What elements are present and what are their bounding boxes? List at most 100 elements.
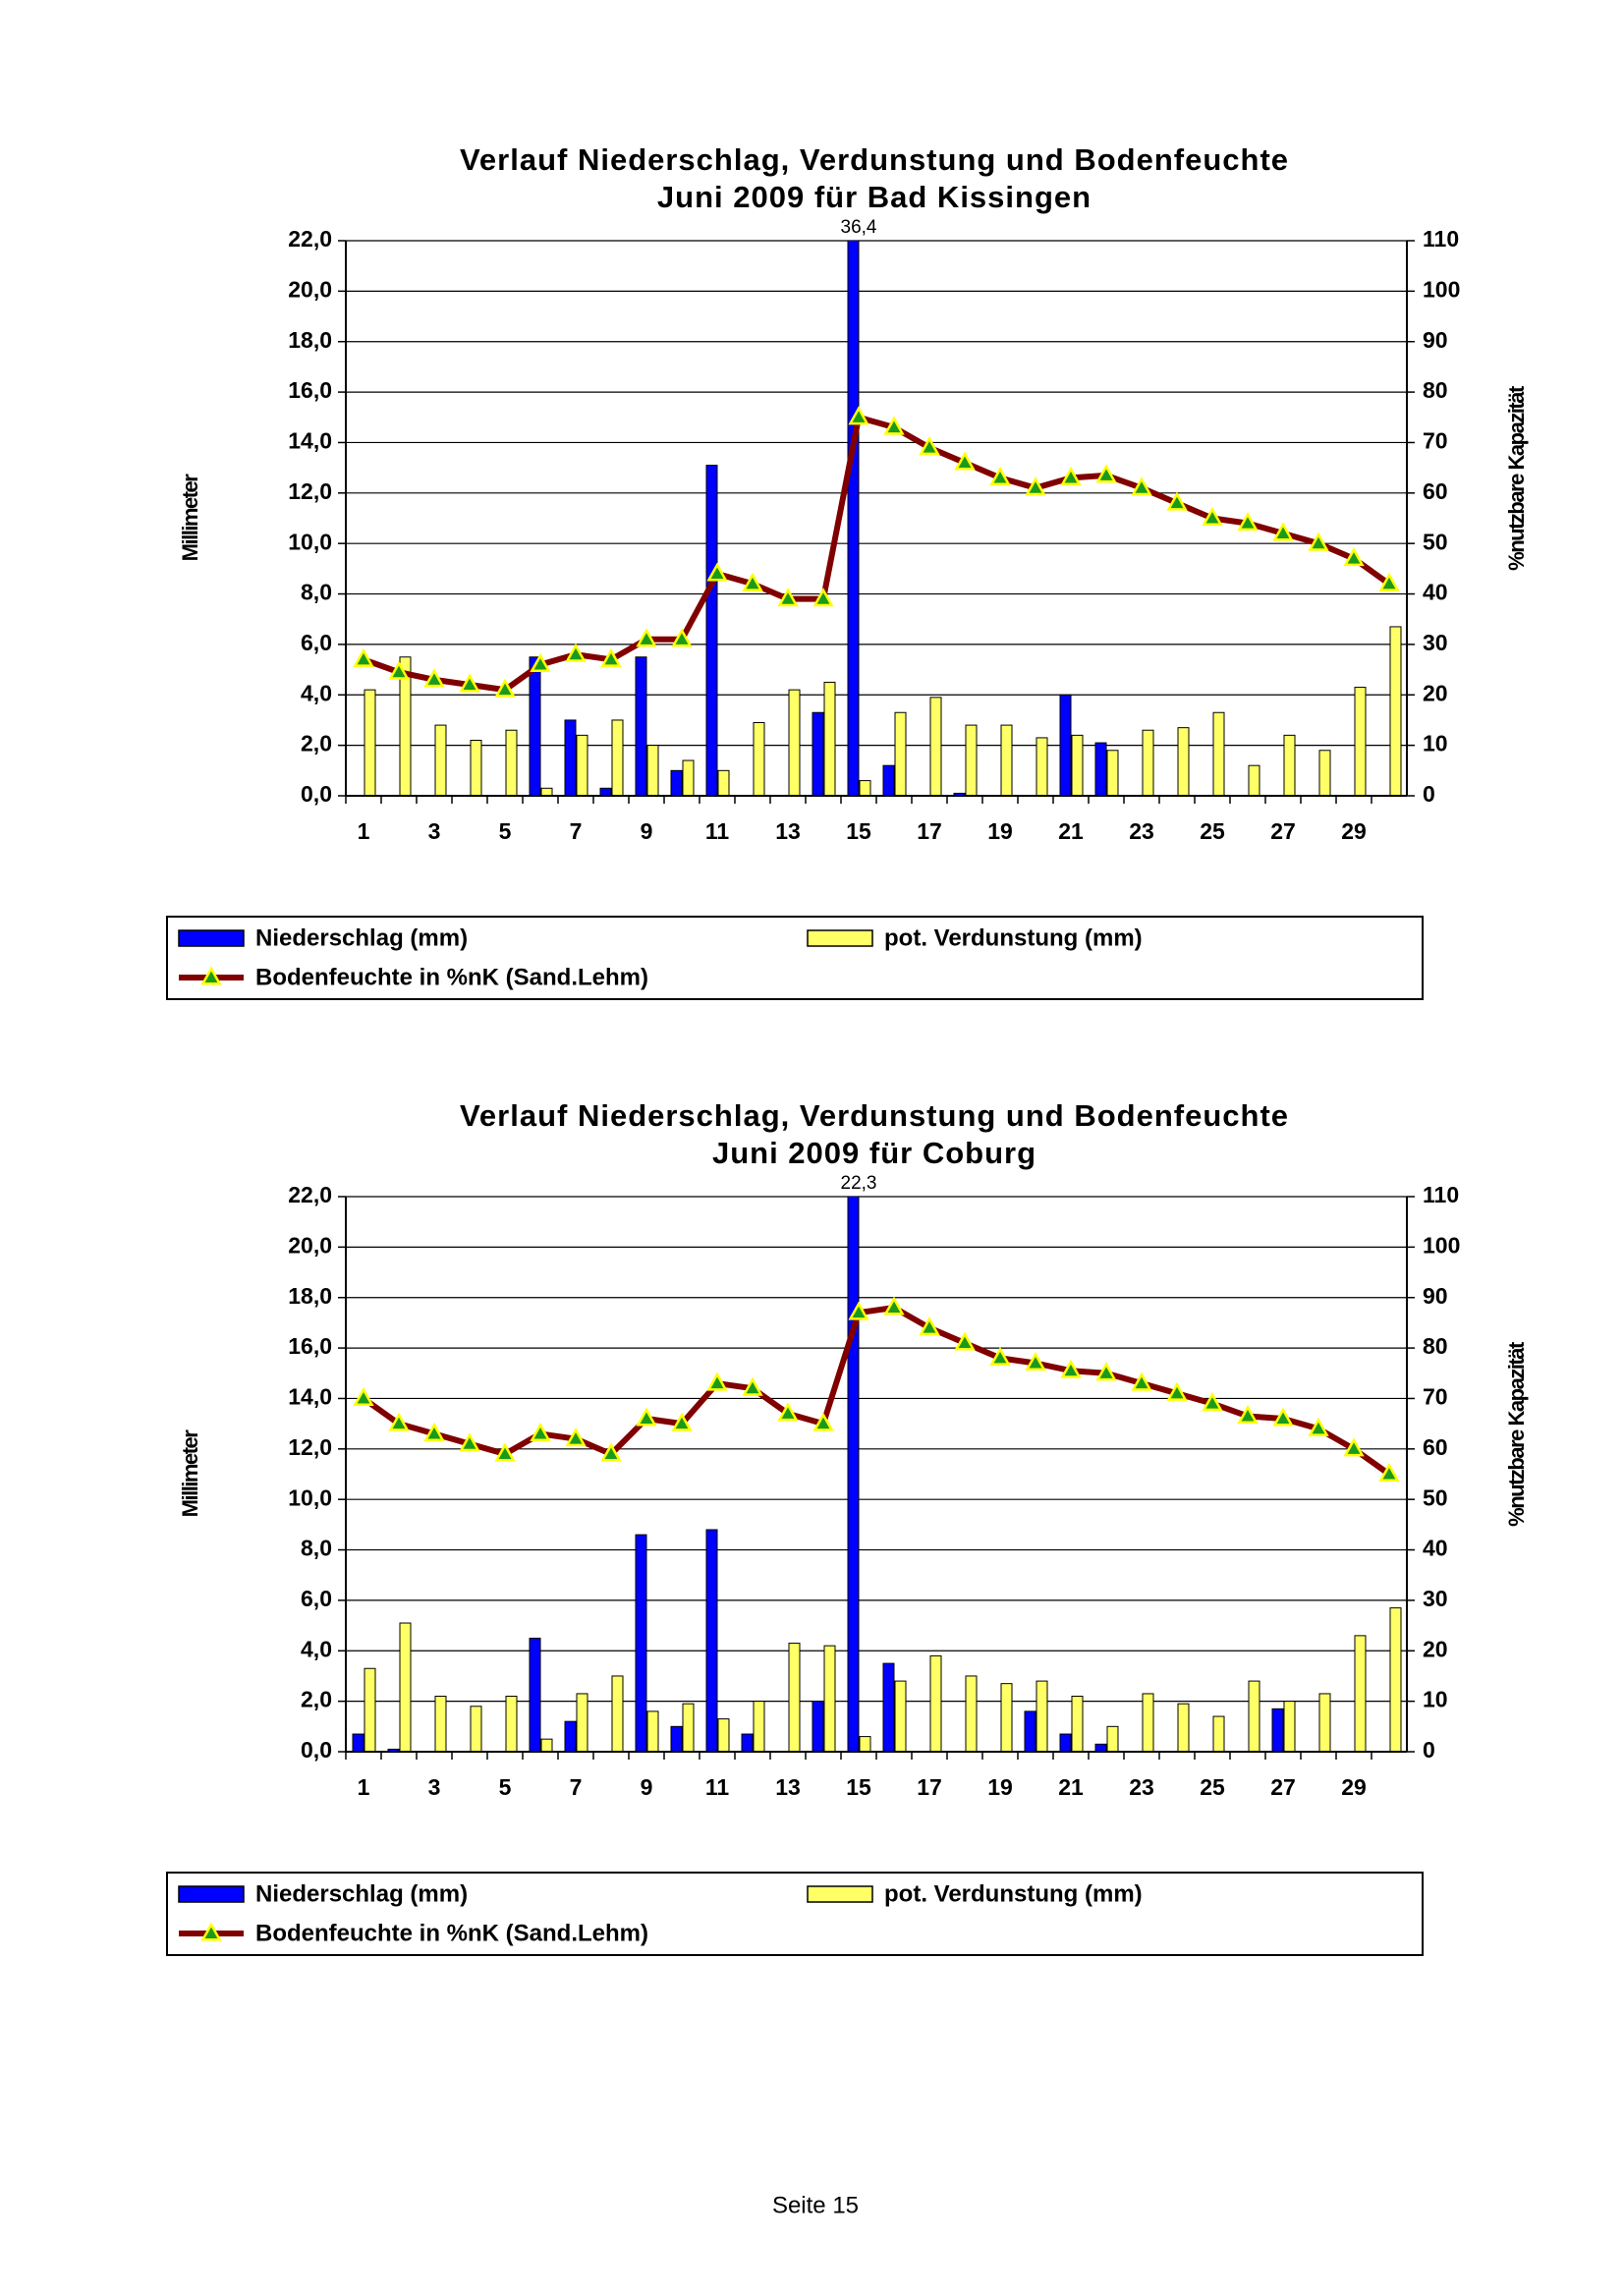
bar: [753, 1701, 765, 1752]
legend-marker: [200, 1922, 222, 1941]
y2-tick-label: 50: [1423, 529, 1448, 554]
bar: [1318, 1693, 1331, 1752]
bar: [894, 1680, 907, 1752]
bar: [646, 1710, 659, 1752]
y2-tick-label: 30: [1423, 1586, 1448, 1611]
line-marker: [989, 1346, 1011, 1366]
line-marker: [1272, 1407, 1294, 1427]
x-tick-label: 29: [1341, 1774, 1367, 1800]
bar: [1318, 750, 1331, 796]
x-tick-label: 29: [1341, 818, 1367, 844]
bar: [788, 1643, 801, 1752]
y-tick-label: 18,0: [288, 1283, 332, 1309]
line-marker: [1095, 1362, 1117, 1381]
bar: [434, 724, 447, 796]
x-tick-label: 17: [917, 1774, 942, 1800]
x-tick-label: 25: [1200, 1774, 1225, 1800]
bar: [1212, 711, 1225, 796]
y-tick-label: 4,0: [301, 680, 332, 705]
bar: [1094, 742, 1107, 796]
bar: [882, 1662, 895, 1752]
line-marker: [388, 1412, 410, 1431]
bar: [646, 745, 659, 796]
bar: [564, 1720, 577, 1752]
line-marker: [989, 466, 1011, 485]
bar: [1283, 734, 1296, 796]
bar: [564, 719, 577, 796]
x-tick-label: 13: [775, 818, 801, 844]
bar: [1248, 764, 1260, 796]
y2-tick-label: 80: [1423, 1333, 1448, 1359]
legend-label: Niederschlag (mm): [255, 1880, 468, 1907]
line-marker: [1131, 476, 1152, 496]
bar: [540, 1738, 553, 1752]
y-tick-label: 2,0: [301, 1687, 332, 1712]
line-marker: [459, 1432, 480, 1452]
x-tick-label: 11: [705, 818, 730, 844]
line-marker: [919, 436, 940, 456]
bar: [364, 689, 376, 796]
y2-tick-label: 90: [1423, 327, 1448, 353]
y-tick-label: 22,0: [288, 1182, 332, 1207]
y2-tick-label: 30: [1423, 630, 1448, 655]
line-marker: [742, 572, 763, 591]
bar: [399, 656, 412, 796]
bar: [1071, 1696, 1084, 1752]
line-marker: [1237, 1404, 1259, 1424]
line-marker: [1308, 532, 1329, 551]
line-marker: [600, 1442, 622, 1462]
y2-tick-label: 60: [1423, 478, 1448, 504]
bar: [364, 1667, 376, 1752]
y2-tick-label: 60: [1423, 1434, 1448, 1460]
bar: [576, 734, 588, 796]
bar: [352, 1733, 364, 1752]
line-marker: [1095, 464, 1117, 483]
line-marker: [1131, 1372, 1152, 1391]
y-tick-label: 20,0: [288, 1232, 332, 1258]
bar: [741, 1733, 754, 1752]
x-tick-label: 1: [358, 1774, 370, 1800]
line-marker: [706, 1372, 728, 1391]
line-marker: [423, 668, 445, 688]
y-axis-label: Millimeter: [178, 1429, 202, 1518]
bar: [611, 1675, 624, 1752]
bar: [705, 465, 718, 796]
y2-tick-label: 90: [1423, 1283, 1448, 1309]
x-tick-label: 5: [499, 1774, 512, 1800]
y2-tick-label: 70: [1423, 1384, 1448, 1410]
line-marker: [1060, 1359, 1082, 1378]
x-tick-label: 1: [358, 818, 370, 844]
bar: [682, 759, 695, 796]
bar: [823, 1645, 836, 1752]
x-tick-label: 15: [846, 1774, 871, 1800]
bar: [753, 722, 765, 796]
line-marker: [1343, 1437, 1365, 1457]
x-tick-label: 19: [987, 1774, 1013, 1800]
bar: [894, 711, 907, 796]
line-marker: [812, 588, 834, 607]
bar: [470, 740, 482, 796]
legend-box: [166, 1872, 1424, 1956]
y-tick-label: 14,0: [288, 428, 332, 454]
bar: [1142, 729, 1154, 796]
x-tick-label: 23: [1129, 818, 1154, 844]
y-tick-label: 14,0: [288, 1384, 332, 1410]
line-marker: [812, 1412, 834, 1431]
y-tick-label: 6,0: [301, 630, 332, 655]
bar: [399, 1622, 412, 1752]
bar: [929, 697, 942, 796]
legend-label: pot. Verdunstung (mm): [884, 1880, 1143, 1907]
legend-swatch: [807, 929, 873, 947]
x-tick-label: 3: [428, 1774, 441, 1800]
bar: [434, 1696, 447, 1752]
line-marker: [1025, 476, 1046, 496]
x-tick-label: 17: [917, 818, 942, 844]
y-tick-label: 6,0: [301, 1586, 332, 1611]
x-tick-label: 9: [641, 818, 653, 844]
bar: [823, 681, 836, 796]
line-marker: [636, 1407, 657, 1427]
line-marker: [777, 1402, 799, 1422]
x-tick-label: 15: [846, 818, 871, 844]
bar: [1142, 1693, 1154, 1752]
bar: [1389, 626, 1402, 796]
